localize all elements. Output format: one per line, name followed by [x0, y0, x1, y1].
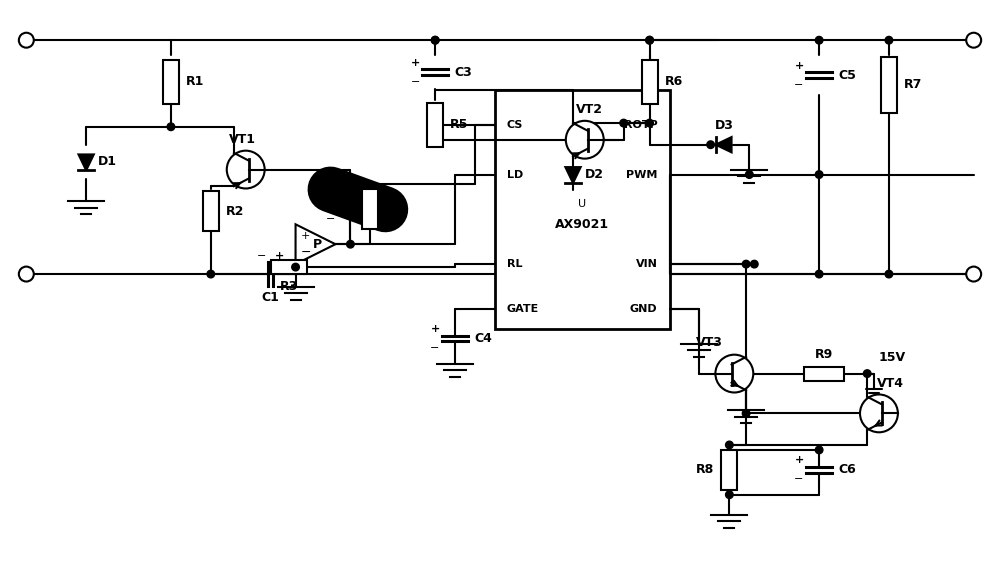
- Circle shape: [815, 446, 823, 453]
- Circle shape: [966, 33, 981, 48]
- Circle shape: [707, 141, 714, 149]
- Text: P: P: [313, 238, 322, 251]
- Text: −: −: [794, 474, 804, 484]
- Circle shape: [715, 355, 753, 393]
- Text: +: +: [430, 324, 440, 334]
- Bar: [721, 450, 737, 490]
- Text: LD: LD: [507, 169, 523, 180]
- Circle shape: [19, 33, 34, 48]
- Text: ROTP: ROTP: [624, 120, 658, 130]
- Text: R7: R7: [904, 79, 922, 91]
- Circle shape: [347, 181, 354, 188]
- Bar: [271, 260, 307, 274]
- Circle shape: [646, 119, 653, 127]
- Text: VT1: VT1: [229, 133, 256, 146]
- Text: VT4: VT4: [877, 377, 904, 390]
- Circle shape: [815, 270, 823, 278]
- Circle shape: [742, 261, 750, 268]
- Text: +: +: [326, 195, 335, 205]
- Circle shape: [885, 36, 893, 44]
- Text: C5: C5: [838, 68, 856, 82]
- Bar: [495, 90, 670, 329]
- Circle shape: [885, 270, 893, 278]
- Text: −: −: [410, 76, 420, 87]
- Bar: [203, 191, 219, 231]
- Circle shape: [966, 266, 981, 281]
- Circle shape: [566, 121, 604, 158]
- Polygon shape: [716, 137, 732, 152]
- Text: 15V: 15V: [879, 351, 906, 363]
- Text: R8: R8: [696, 463, 714, 476]
- Text: PWM: PWM: [626, 169, 658, 180]
- Circle shape: [726, 441, 733, 449]
- Text: CS: CS: [507, 120, 523, 130]
- Text: C4: C4: [474, 332, 492, 345]
- Text: R1: R1: [186, 76, 204, 88]
- Bar: [163, 60, 179, 104]
- Circle shape: [19, 266, 34, 281]
- Text: C2: C2: [369, 203, 387, 216]
- Text: RL: RL: [507, 259, 522, 269]
- Text: C1: C1: [262, 291, 280, 304]
- Text: R6: R6: [665, 76, 683, 88]
- Polygon shape: [78, 154, 94, 170]
- Text: −: −: [301, 246, 311, 259]
- Circle shape: [742, 410, 750, 417]
- Bar: [362, 189, 378, 229]
- Circle shape: [746, 171, 753, 179]
- Text: C3: C3: [454, 65, 472, 79]
- Circle shape: [751, 261, 758, 268]
- Text: −: −: [794, 80, 804, 90]
- Circle shape: [815, 36, 823, 44]
- Circle shape: [431, 36, 439, 44]
- Text: R3: R3: [279, 280, 298, 293]
- Circle shape: [815, 171, 823, 179]
- Text: −: −: [430, 343, 440, 353]
- Bar: [804, 367, 844, 381]
- Text: +: +: [794, 60, 804, 71]
- Text: R4: R4: [385, 203, 404, 216]
- Text: D2: D2: [585, 168, 604, 181]
- Text: −: −: [257, 251, 266, 261]
- Bar: [642, 60, 658, 104]
- Circle shape: [620, 119, 627, 127]
- Circle shape: [431, 36, 439, 44]
- Bar: [427, 103, 443, 147]
- Text: R9: R9: [815, 348, 833, 360]
- Text: D3: D3: [715, 119, 734, 133]
- Text: D1: D1: [98, 155, 117, 168]
- Text: +: +: [794, 455, 804, 466]
- Circle shape: [863, 370, 871, 377]
- Text: U: U: [578, 199, 586, 210]
- Circle shape: [292, 263, 299, 271]
- Circle shape: [347, 241, 354, 248]
- Circle shape: [860, 394, 898, 432]
- Polygon shape: [296, 224, 335, 264]
- Circle shape: [207, 270, 215, 278]
- Text: +: +: [301, 231, 310, 241]
- Polygon shape: [565, 167, 581, 183]
- Text: +: +: [275, 251, 284, 261]
- Text: GND: GND: [630, 304, 658, 314]
- Circle shape: [227, 150, 265, 188]
- Text: +: +: [410, 57, 420, 68]
- Text: R2: R2: [226, 204, 244, 218]
- Text: C6: C6: [838, 463, 856, 476]
- Text: −: −: [326, 214, 335, 224]
- Text: GATE: GATE: [507, 304, 539, 314]
- Circle shape: [167, 123, 175, 130]
- Text: VIN: VIN: [636, 259, 658, 269]
- Text: VT2: VT2: [576, 103, 603, 116]
- Circle shape: [646, 36, 653, 44]
- Circle shape: [726, 491, 733, 498]
- Text: AX9021: AX9021: [555, 218, 609, 231]
- Bar: [881, 57, 897, 113]
- Text: R5: R5: [450, 118, 469, 131]
- Text: VT3: VT3: [696, 336, 723, 348]
- Circle shape: [646, 36, 653, 44]
